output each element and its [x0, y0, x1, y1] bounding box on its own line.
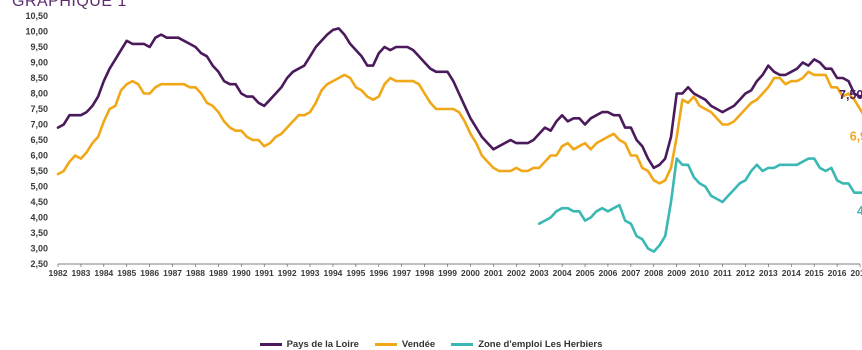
y-tick-label: 4,00 [30, 213, 48, 223]
end-value-label: 4,60 [857, 204, 862, 218]
x-tick-label: 2003 [530, 268, 549, 278]
series-line-2 [56, 70, 862, 185]
x-tick-label: 2012 [736, 268, 755, 278]
x-tick-label: 2002 [507, 268, 526, 278]
end-value-label: 7,50 [839, 88, 862, 102]
end-value-labels: 7,50 6,90 4,60 [839, 88, 862, 218]
x-tick-label: 2008 [644, 268, 663, 278]
y-tick-label: 9,00 [30, 58, 48, 68]
x-tick-label: 1997 [392, 268, 411, 278]
y-tick-label: 6,00 [30, 151, 48, 161]
y-tick-label: 3,00 [30, 244, 48, 254]
y-tick-label: 10,00 [25, 27, 48, 37]
x-tick-label: 1995 [346, 268, 365, 278]
y-tick-label: 4,50 [30, 197, 48, 207]
x-tick-label: 1987 [163, 268, 182, 278]
series-line-1 [56, 27, 862, 170]
x-tick-label: 1982 [49, 268, 68, 278]
chart-axes: 2,50 3,00 3,50 4,00 4,50 5,00 5,50 6,00 6,50 7,00… [25, 11, 862, 278]
legend-swatch [259, 343, 282, 346]
chart-title: GRAPHIQUE 1 [12, 0, 127, 10]
x-tick-label: 1994 [324, 268, 343, 278]
end-value-label: 6,90 [850, 130, 862, 144]
x-tick-label: 2005 [576, 268, 595, 278]
legend-label: Pays de la Loire [286, 339, 359, 350]
y-tick-label: 5,50 [30, 166, 48, 176]
x-tick-label: 2016 [828, 268, 847, 278]
x-tick-label: 1991 [255, 268, 274, 278]
x-tick-label: 1985 [117, 268, 136, 278]
x-tick-label: 1986 [140, 268, 159, 278]
x-tick-label: 2000 [461, 268, 480, 278]
y-tick-label: 8,50 [30, 73, 48, 83]
x-tick-label: 2017 [851, 268, 862, 278]
series-line-3 [537, 157, 862, 253]
x-tick-label: 1993 [301, 268, 320, 278]
y-tick-label: 9,50 [30, 42, 48, 52]
x-tick-label: 1998 [415, 268, 434, 278]
x-tick-label: 1988 [186, 268, 205, 278]
legend-swatch [451, 343, 474, 346]
y-tick-label: 8,00 [30, 89, 48, 99]
y-tick-label: 10,50 [25, 11, 48, 21]
legend-item: Zone d'emploi Les Herbiers [451, 339, 602, 350]
x-tick-label: 1983 [71, 268, 90, 278]
x-tick-label: 1990 [232, 268, 251, 278]
y-tick-label: 6,50 [30, 135, 48, 145]
x-tick-label: 1984 [94, 268, 113, 278]
x-tick-label: 1999 [438, 268, 457, 278]
legend-swatch [374, 343, 397, 346]
x-tick-label: 1996 [369, 268, 388, 278]
x-tick-label: 2001 [484, 268, 503, 278]
x-tick-label: 2010 [690, 268, 709, 278]
y-tick-label: 2,50 [30, 259, 48, 269]
x-tick-label: 2006 [598, 268, 617, 278]
y-tick-label: 3,50 [30, 228, 48, 238]
x-tick-label: 2007 [621, 268, 640, 278]
x-tick-label: 1992 [278, 268, 297, 278]
x-tick-label: 2011 [713, 268, 732, 278]
x-tick-label: 1989 [209, 268, 228, 278]
y-tick-label: 5,00 [30, 182, 48, 192]
legend-item: Vendée [374, 339, 436, 350]
x-tick-label: 2015 [805, 268, 824, 278]
x-tick-label: 2013 [759, 268, 778, 278]
legend-label: Zone d'emploi Les Herbiers [478, 339, 603, 350]
line-chart: 2,50 3,00 3,50 4,00 4,50 5,00 5,50 6,00 6,50 7,00… [25, 11, 862, 278]
x-tick-label: 2004 [553, 268, 572, 278]
y-tick-label: 7,00 [30, 120, 48, 130]
x-tick-label: 2009 [667, 268, 686, 278]
legend-item: Pays de la Loire [259, 339, 359, 350]
chart-legend: Pays de la Loire Vendée Zone d'emploi Les … [0, 339, 862, 350]
legend-label: Vendée [401, 339, 436, 350]
y-tick-label: 7,50 [30, 104, 48, 114]
x-tick-label: 2014 [782, 268, 801, 278]
series-lines [56, 27, 862, 253]
